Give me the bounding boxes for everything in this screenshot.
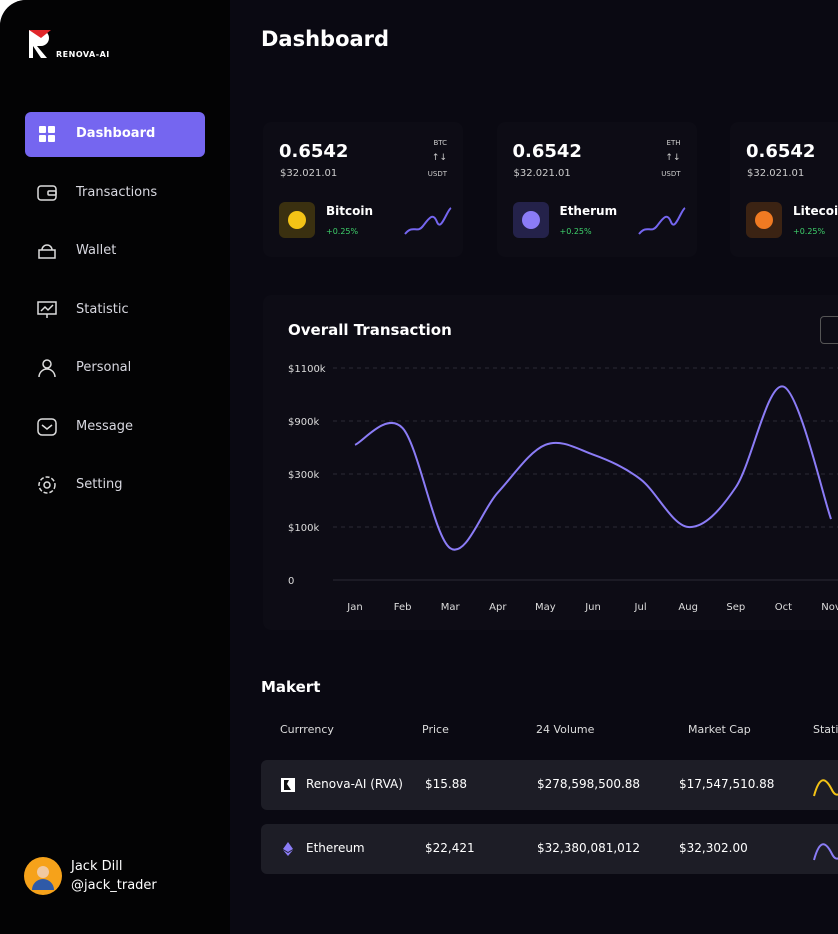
x-tick-label: Jul [634, 602, 647, 613]
sparkline [404, 207, 452, 235]
coin-symbol [755, 211, 773, 229]
x-tick-label: Nov [821, 602, 838, 613]
market-title: Makert [261, 678, 321, 696]
coin-card: 0.6542 $32.021.01 BTC ↑↓ USDT Bitcoin +0.25% [263, 122, 463, 257]
coin-symbol [521, 211, 540, 229]
nav-item[interactable]: Personal [25, 346, 205, 391]
coin-symbol [288, 211, 306, 229]
nav-icon [37, 417, 57, 436]
pair-base: BTC [433, 139, 447, 147]
period-button[interactable] [820, 316, 838, 344]
coin-price: 0.6542 [279, 141, 349, 162]
x-tick-label: Aug [678, 602, 698, 613]
user-name: Jack Dill [71, 859, 123, 874]
coin-change: +0.25% [326, 227, 359, 236]
column-header: Price [422, 723, 449, 736]
brand-name: RENOVA-AI [56, 50, 110, 59]
market-row: Ethereum $22,421 $32,380,081,012 $32,302.00 [261, 823, 838, 874]
nav-label: Transactions [76, 184, 158, 200]
x-tick-label: May [535, 602, 556, 613]
column-header: Static [813, 723, 838, 736]
coin-value: $32.021.01 [513, 168, 571, 179]
coin-icon [746, 202, 782, 238]
nav-icon [37, 184, 57, 201]
sparkline [813, 779, 838, 797]
nav-label: Personal [76, 360, 132, 375]
chart-title: Overall Transaction [288, 321, 452, 339]
coin-card: 0.6542 $32.021.01 Litecoin +0.25% [730, 122, 838, 257]
y-tick-label: $900k [288, 417, 319, 428]
x-tick-label: Feb [394, 602, 412, 613]
x-tick-label: Sep [726, 602, 745, 613]
sidebar: RENOVA-AI Dashboard Transactions Wallet Sta… [0, 0, 230, 934]
y-tick-label: $1100k [288, 364, 326, 375]
nav-icon [38, 244, 56, 259]
coin-value: $32.021.01 [747, 168, 805, 179]
nav-icon [39, 126, 55, 142]
coin-card: 0.6542 $32.021.01 ETH ↑↓ USDT Etherum +0.25% [496, 122, 697, 257]
user-handle: @jack_trader [71, 878, 157, 893]
y-tick-label: $100k [288, 523, 319, 534]
line [354, 385, 832, 551]
coin-price: 0.6542 [746, 141, 816, 162]
x-tick-label: Jun [584, 602, 601, 613]
row-cell: Renova-AI (RVA) [306, 777, 403, 791]
chart-panel: Overall Transaction [263, 295, 838, 630]
row-cell: $32,302.00 [679, 840, 748, 855]
coin-name: Bitcoin [326, 204, 374, 218]
coin-icon [279, 202, 315, 238]
sparkline [813, 842, 838, 860]
row-icon [281, 778, 295, 792]
nav-label: Dashboard [76, 126, 156, 141]
page-title: Dashboard [261, 27, 390, 51]
coin-name: Litecoin [793, 204, 838, 218]
y-tick-label: $300k [288, 470, 319, 481]
nav-icon [38, 476, 56, 494]
coin-icon [512, 202, 549, 238]
y-tick-label: 0 [288, 576, 294, 587]
nav-item[interactable]: Message [25, 405, 205, 450]
nav-icon [38, 359, 56, 378]
pair-arrows: ↑↓ [665, 153, 681, 163]
nav-item[interactable]: Statistic [25, 288, 205, 333]
sparkline [637, 207, 686, 235]
pair-arrows: ↑↓ [431, 153, 447, 163]
avatar [24, 857, 62, 895]
market-row: Renova-AI (RVA) $15.88 $278,598,500.88 $17,… [261, 760, 838, 810]
nav-item[interactable]: Setting [25, 463, 205, 508]
logo [29, 30, 51, 58]
x-tick-label: Oct [775, 602, 792, 613]
nav-item[interactable]: Wallet [25, 229, 205, 274]
column-header: Market Cap [688, 723, 751, 736]
nav-label: Wallet [76, 243, 117, 258]
coin-price: 0.6542 [512, 141, 582, 162]
row-cell: Ethereum [306, 840, 365, 855]
nav-label: Message [76, 418, 133, 434]
nav-icon [37, 300, 57, 318]
nav-label: Statistic [76, 301, 129, 317]
row-icon [283, 841, 293, 856]
x-tick-label: Apr [489, 602, 507, 613]
row-cell: $22,421 [425, 840, 475, 855]
x-tick-label: Jan [346, 602, 362, 613]
coin-change: +0.25% [559, 227, 592, 236]
nav-label: Setting [76, 477, 123, 492]
row-cell: $32,380,081,012 [537, 840, 641, 855]
row-cell: $278,598,500.88 [537, 777, 641, 791]
column-header: 24 Volume [536, 723, 595, 736]
nav-item[interactable]: Transactions [25, 171, 205, 216]
coin-name: Etherum [559, 204, 618, 218]
pair-base: ETH [666, 139, 681, 147]
row-cell: $17,547,510.88 [679, 777, 775, 791]
nav-item[interactable]: Dashboard [25, 112, 205, 157]
pair-quote: USDT [661, 170, 681, 178]
pair-quote: USDT [427, 170, 447, 178]
coin-change: +0.25% [793, 227, 826, 236]
column-header: Currrency [280, 723, 334, 736]
coin-value: $32.021.01 [280, 168, 338, 179]
x-tick-label: Mar [441, 602, 461, 613]
row-cell: $15.88 [425, 777, 467, 791]
